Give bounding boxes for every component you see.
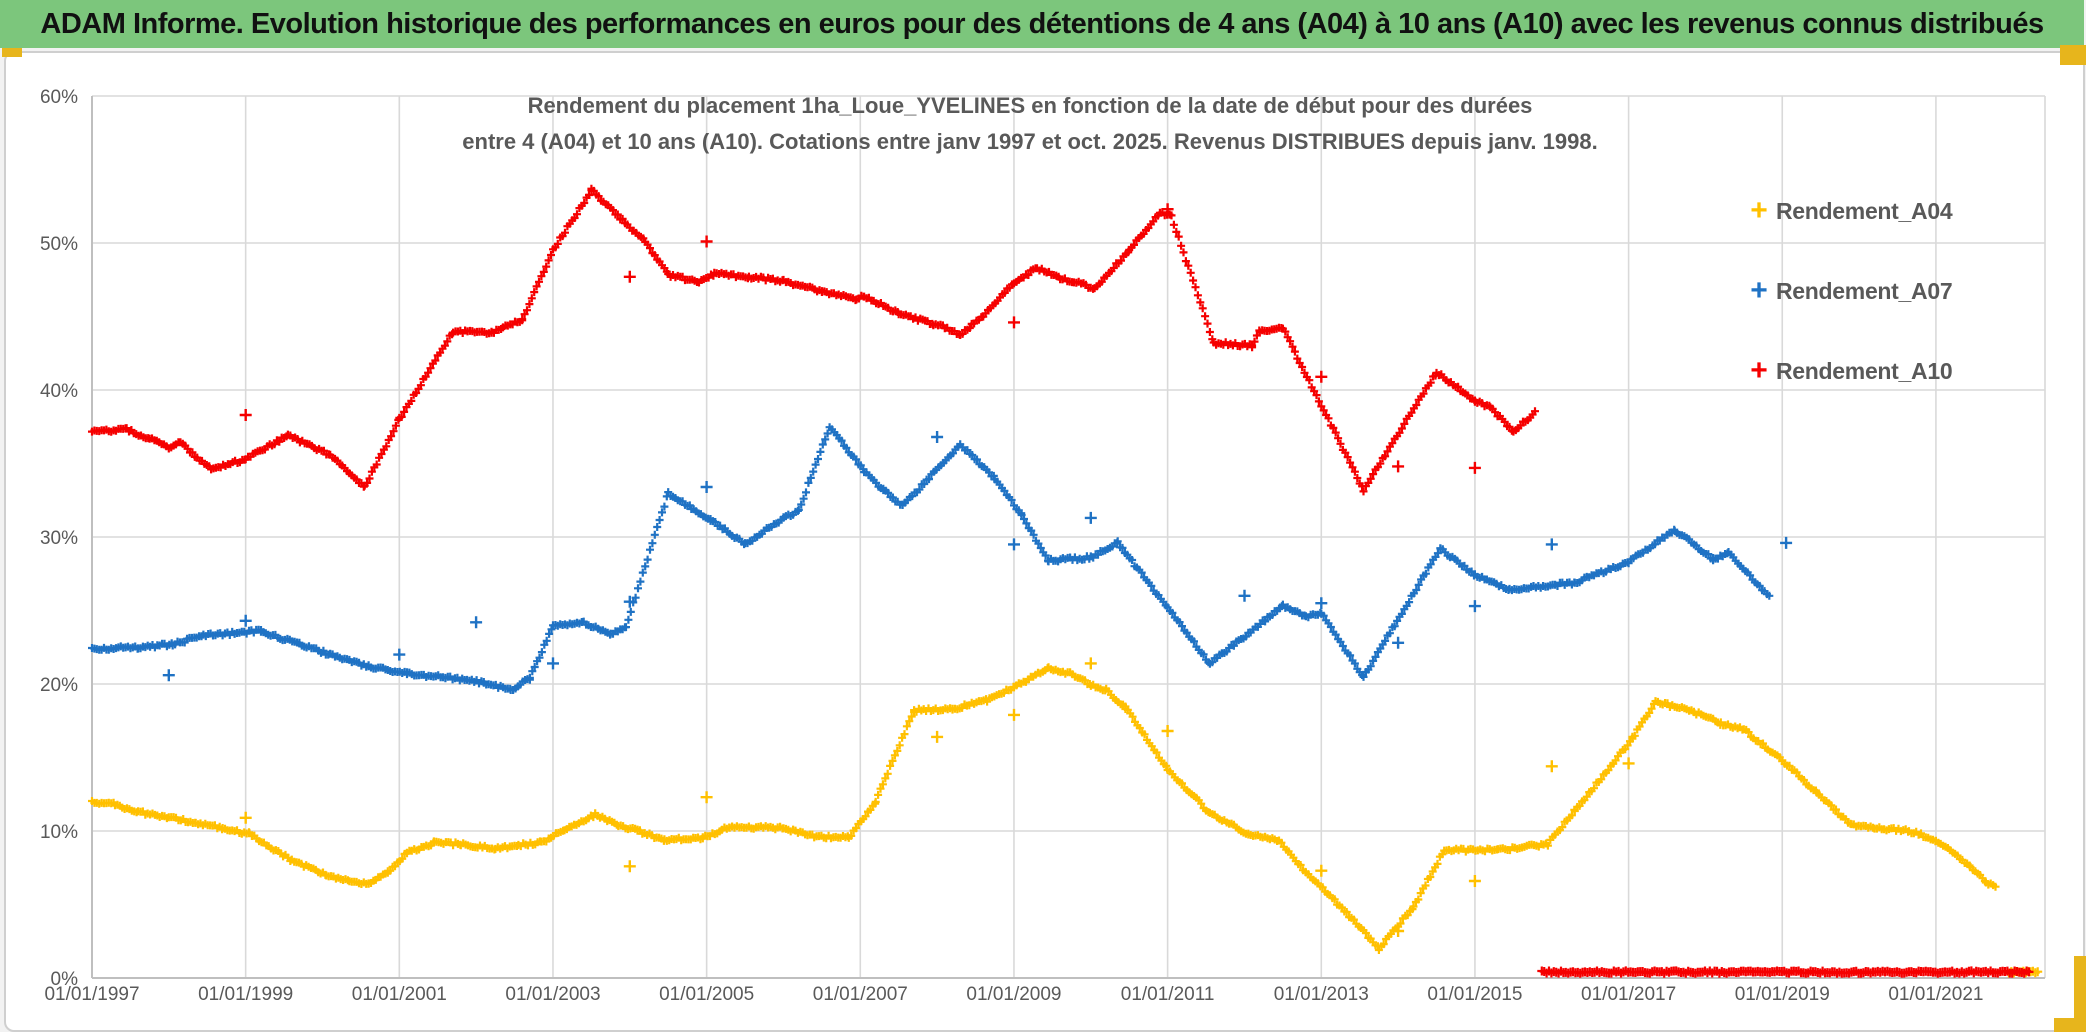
plus-marker-icon: +	[1750, 354, 1768, 387]
chart-surface	[4, 51, 2085, 1032]
svg-text:01/01/1999: 01/01/1999	[198, 984, 293, 1005]
svg-text:50%: 50%	[40, 234, 78, 255]
svg-text:0%: 0%	[51, 969, 79, 990]
svg-text:01/01/2009: 01/01/2009	[966, 984, 1061, 1005]
chart-title-line2: entre 4 (A04) et 10 ans (A10). Cotations…	[462, 129, 1598, 154]
svg-text:01/01/2019: 01/01/2019	[1735, 984, 1830, 1005]
gold-accent-right-bottom	[2074, 956, 2086, 1032]
gold-accent-top-left	[2, 48, 22, 57]
series-Rendement_A07-line	[88, 423, 1774, 694]
svg-text:01/01/2011: 01/01/2011	[1121, 984, 1215, 1005]
svg-text:30%: 30%	[40, 528, 78, 549]
svg-text:01/01/2001: 01/01/2001	[352, 984, 447, 1005]
svg-text:40%: 40%	[40, 381, 78, 402]
x-tick-labels: 01/01/1997 01/01/1999 01/01/2001 01/01/2003…	[44, 984, 1983, 1005]
svg-text:01/01/2013: 01/01/2013	[1274, 984, 1369, 1005]
gold-accent-bottom-right	[2054, 1018, 2086, 1032]
svg-text:60%: 60%	[40, 87, 78, 108]
legend-label: Rendement_A04	[1776, 197, 1953, 224]
series-Rendement_A10-outliers	[239, 203, 1481, 474]
series-Rendement_A07-outliers	[162, 431, 1793, 682]
chart-title: Rendement du placement 1ha_Loue_YVELINES…	[260, 88, 1800, 160]
svg-text:01/01/2017: 01/01/2017	[1581, 984, 1676, 1005]
svg-text:01/01/2021: 01/01/2021	[1888, 984, 1983, 1005]
svg-text:10%: 10%	[40, 822, 78, 843]
plus-marker-icon: +	[1750, 194, 1768, 227]
series-Rendement_A04-line	[88, 663, 2043, 978]
svg-text:01/01/1997: 01/01/1997	[44, 984, 139, 1005]
svg-text:01/01/2015: 01/01/2015	[1427, 984, 1522, 1005]
svg-text:01/01/2003: 01/01/2003	[505, 984, 600, 1005]
legend-label: Rendement_A07	[1776, 277, 1953, 304]
page-title: ADAM Informe. Evolution historique des p…	[40, 7, 2044, 40]
series-Rendement_A04-outliers	[239, 657, 1635, 937]
legend-item-a04[interactable]: + Rendement_A04	[1742, 196, 1952, 226]
legend: + Rendement_A04 + Rendement_A07 + Rendem…	[1742, 196, 1952, 436]
svg-text:01/01/2007: 01/01/2007	[813, 984, 908, 1005]
legend-item-a10[interactable]: + Rendement_A10	[1742, 356, 1952, 386]
series-Rendement_A10-line	[88, 184, 2034, 978]
legend-label: Rendement_A10	[1776, 357, 1953, 384]
svg-text:01/01/2005: 01/01/2005	[659, 984, 754, 1005]
svg-text:20%: 20%	[40, 675, 78, 696]
y-tick-labels: 0% 10% 20% 30% 40% 50% 60%	[40, 87, 78, 990]
header-bar: ADAM Informe. Evolution historique des p…	[0, 0, 2084, 48]
legend-item-a07[interactable]: + Rendement_A07	[1742, 276, 1952, 306]
chart-title-line1: Rendement du placement 1ha_Loue_YVELINES…	[527, 93, 1533, 118]
gold-accent-top-right	[2060, 45, 2086, 65]
plus-marker-icon: +	[1750, 274, 1768, 307]
